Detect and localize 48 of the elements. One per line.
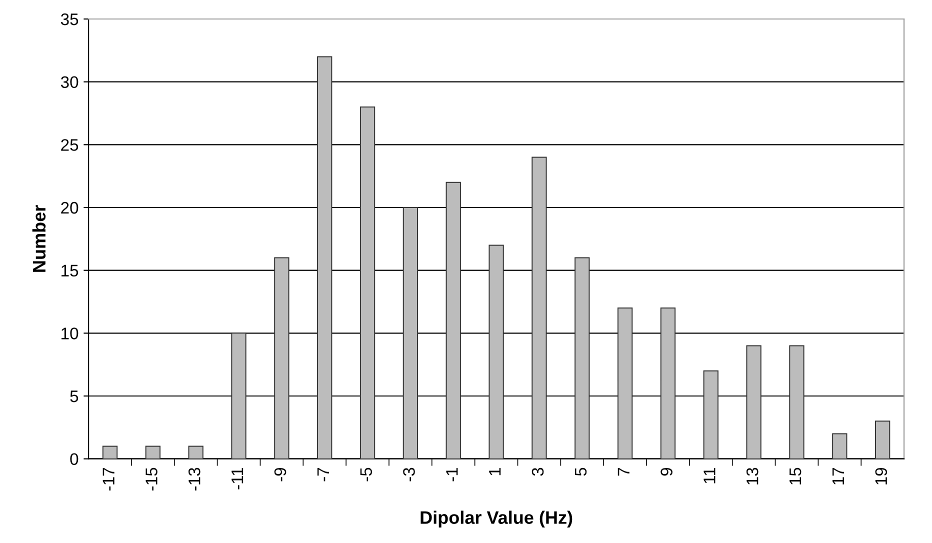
bar	[402, 207, 418, 459]
x-tick-label: -11	[232, 468, 244, 490]
bar	[703, 370, 718, 459]
bar	[317, 56, 332, 459]
x-tick-label: -1	[446, 468, 458, 482]
bar	[875, 420, 890, 459]
x-tick-label: -3	[403, 468, 415, 482]
bar	[145, 446, 160, 459]
bar	[832, 433, 848, 459]
x-tick-label: -15	[146, 468, 158, 491]
bar	[746, 345, 762, 459]
bar	[360, 106, 376, 459]
y-tick-label: 20	[61, 202, 78, 214]
x-tick-label: -17	[102, 468, 114, 491]
x-axis-title: Dipolar Value (Hz)	[420, 510, 572, 528]
y-tick-label: 25	[61, 139, 78, 151]
x-tick-label: -7	[317, 468, 329, 482]
x-tick-label: 7	[618, 468, 630, 476]
y-axis-title: Number	[32, 205, 46, 272]
x-tick-label: 15	[790, 468, 802, 484]
x-tick-label: 5	[574, 468, 587, 476]
bar	[660, 308, 676, 459]
x-tick-label: -9	[274, 468, 286, 482]
bar	[574, 257, 590, 459]
bar	[102, 446, 118, 459]
bar	[617, 308, 633, 459]
y-tick-label: 30	[60, 76, 78, 88]
x-tick-label: 11	[704, 468, 716, 484]
bar	[488, 244, 504, 459]
x-tick-label: -13	[188, 468, 200, 491]
bar	[446, 182, 461, 459]
y-tick-label: 5	[70, 390, 78, 402]
x-tick-label: 17	[832, 468, 844, 484]
x-tick-label: 13	[746, 468, 758, 484]
x-tick-label: 19	[875, 468, 888, 484]
y-tick-label: 35	[60, 13, 78, 26]
x-tick-label: -5	[360, 468, 372, 482]
bar	[188, 446, 204, 459]
bar	[532, 156, 547, 459]
y-tick-label: 15	[62, 264, 78, 277]
bar	[231, 332, 246, 459]
x-tick-label: 3	[532, 468, 544, 476]
y-tick-label: 10	[62, 328, 78, 340]
bar	[274, 257, 290, 459]
x-tick-label: 9	[660, 468, 672, 476]
bar	[789, 345, 804, 459]
y-tick-label: 0	[70, 453, 78, 466]
x-tick-label: 1	[489, 468, 501, 476]
